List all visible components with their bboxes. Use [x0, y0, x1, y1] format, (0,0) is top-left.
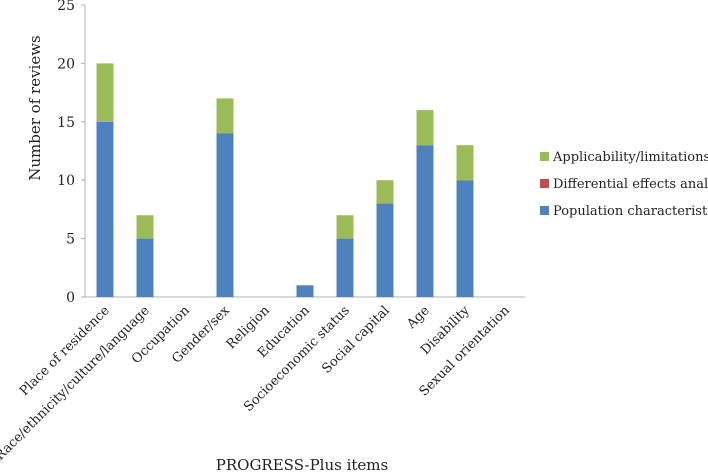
y-tick-label: 25: [57, 0, 75, 14]
x-tick-label: Age: [404, 303, 433, 332]
legend-label: Population characteristics: [553, 204, 708, 219]
y-tick-label: 0: [66, 290, 75, 306]
bar-segment: [96, 63, 114, 122]
bar-segment: [416, 145, 434, 297]
legend-swatch: [540, 179, 549, 188]
legend-label: Differential effects analysis: [553, 177, 708, 192]
bar-segment: [336, 215, 354, 239]
y-axis-label: Number of reviews: [26, 35, 44, 181]
bar-segment: [336, 238, 354, 297]
y-tick-label: 5: [66, 232, 75, 248]
x-axis-label: PROGRESS-Plus items: [216, 456, 388, 472]
bars: [96, 63, 474, 297]
bar-segment: [376, 180, 394, 204]
y-tick-label: 15: [57, 115, 75, 131]
legend: Applicability/limitations Differential ef…: [540, 150, 708, 219]
y-tick-label: 10: [57, 173, 75, 189]
bar-segment: [216, 133, 234, 297]
bar-segment: [296, 285, 314, 297]
bar-segment: [136, 238, 154, 297]
bar-segment: [456, 180, 474, 297]
bar-segment: [216, 98, 234, 134]
bar-segment: [456, 145, 474, 181]
bar-segment: [136, 215, 154, 239]
y-tick-label: 20: [57, 56, 75, 72]
bar-segment: [416, 110, 434, 146]
legend-label: Applicability/limitations: [552, 150, 708, 165]
bar-segment: [96, 121, 114, 297]
y-tick-labels: 0 5 10 15 20 25: [57, 0, 85, 306]
x-tick-labels: Place of residenceRace/ethnicity/culture…: [0, 303, 513, 464]
bar-segment: [376, 203, 394, 297]
legend-swatch: [540, 152, 549, 161]
legend-swatch: [540, 206, 549, 215]
